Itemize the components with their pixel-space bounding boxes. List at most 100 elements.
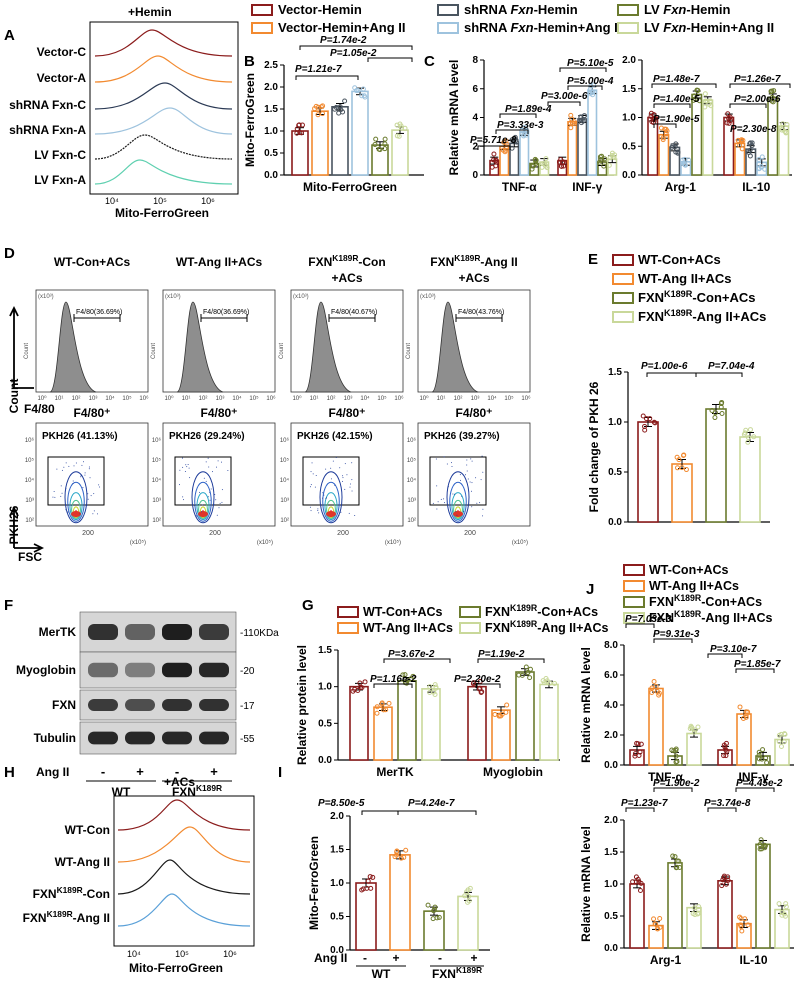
bar [734, 142, 746, 176]
density-dot [349, 483, 351, 485]
data-point [430, 916, 436, 922]
axis-tick: 10⁶ [266, 395, 276, 402]
density-contour [446, 471, 470, 524]
p-value: P=3.74e-8 [704, 798, 751, 809]
density-dot [184, 470, 186, 472]
p-value: P=1.74e-2 [320, 35, 367, 46]
y-tick-label: 0 [472, 170, 478, 181]
sample-label: WT-Con [65, 823, 110, 837]
data-point [664, 128, 670, 134]
panel-h-histograms [117, 799, 251, 927]
text-span: shRNA [464, 20, 510, 35]
data-point [637, 888, 643, 894]
data-point [676, 457, 682, 463]
density-dot [325, 498, 327, 500]
axis-tick: 200 [82, 530, 94, 537]
bar [397, 679, 417, 761]
sig-bracket [707, 807, 737, 812]
gate-percent: PKH26 (41.13%) [42, 431, 118, 442]
density-dot [67, 511, 69, 513]
sig-bracket [299, 45, 413, 50]
data-point [740, 137, 746, 143]
bar [739, 436, 761, 523]
data-point [691, 729, 697, 735]
data-point [652, 420, 658, 426]
density-dot [179, 469, 181, 471]
text-span: Vector-Hemin+Ang II [278, 20, 406, 35]
data-point [578, 117, 584, 123]
density-dot [80, 476, 82, 478]
axis-tick: 10¹ [437, 396, 446, 402]
gate-rect [174, 456, 232, 506]
italic: Fxn [510, 20, 533, 35]
data-point [359, 685, 365, 691]
data-point [648, 110, 654, 116]
y-tick-label: 8.0 [604, 640, 618, 651]
p-value: P=4.45e-2 [736, 778, 783, 789]
data-point [552, 680, 558, 686]
data-point [689, 724, 695, 730]
data-point [533, 161, 539, 167]
bar [702, 99, 714, 176]
axis-tick: 10² [199, 396, 208, 402]
bar [311, 110, 329, 176]
gate-percent: PKH26 (42.15%) [297, 431, 373, 442]
blot-band [125, 662, 155, 678]
data-point [556, 159, 562, 165]
density-dot [72, 483, 74, 485]
text-span: FXN [23, 911, 47, 925]
text-span: LV [644, 20, 663, 35]
y-tick-label: 1.5 [604, 847, 618, 858]
panel-h-xlabel: Mito-FerroGreen [129, 961, 223, 975]
sample-label: shRNA Fxn-A [9, 123, 86, 137]
density-dot [436, 508, 438, 510]
lane-sign: - [175, 764, 179, 779]
exponent-label: (x10⁵) [385, 539, 401, 546]
data-point [649, 119, 655, 125]
data-point [721, 742, 727, 748]
y-tick-label: 1.5 [264, 104, 278, 115]
sample-label: Vector-C [37, 45, 87, 59]
density-dot [351, 479, 353, 481]
sig-bracket [495, 129, 529, 134]
italic: Fxn [663, 2, 686, 17]
bar [658, 133, 670, 176]
data-point [759, 154, 765, 160]
data-point [521, 131, 527, 137]
density-dot [182, 466, 184, 468]
density-dot [87, 493, 89, 495]
density-dot [216, 514, 218, 516]
y-tick-label: 0.5 [604, 911, 618, 922]
density-dot [455, 510, 457, 512]
data-point [511, 136, 517, 142]
panel-label-j: J [586, 581, 594, 598]
text-span: -Hemin+Ang II [534, 20, 622, 35]
sig-bracket [567, 85, 603, 90]
density-dot [92, 513, 94, 515]
axis-tick: 10⁵ [153, 196, 167, 206]
data-point [365, 878, 371, 884]
y-axis-label: Fold change of PKH 26 [587, 381, 601, 512]
gate-label: F4/80(36.69%) [76, 309, 122, 316]
mw-label: -110KDa [240, 628, 279, 639]
density-contour [71, 499, 81, 519]
blot-band [199, 624, 229, 640]
y-tick-label: 2.5 [264, 60, 278, 71]
density-dot [444, 502, 446, 504]
legend-swatch [612, 311, 634, 323]
data-point [669, 144, 675, 150]
data-point [660, 135, 666, 141]
legend-label: LV Fxn-Hemin+Ang II [644, 20, 774, 35]
density-dot [340, 511, 342, 513]
panel-h-condition: +ACs [164, 775, 195, 789]
text-span: -Con [358, 255, 385, 269]
sig-bracket [653, 638, 693, 643]
data-point [400, 672, 406, 678]
data-point [747, 141, 753, 147]
p-value: P=3.10e-7 [710, 644, 757, 655]
data-point [591, 82, 597, 88]
data-point [315, 104, 321, 110]
data-point [533, 157, 539, 163]
density-contour [322, 481, 340, 522]
density-dot [437, 501, 439, 503]
